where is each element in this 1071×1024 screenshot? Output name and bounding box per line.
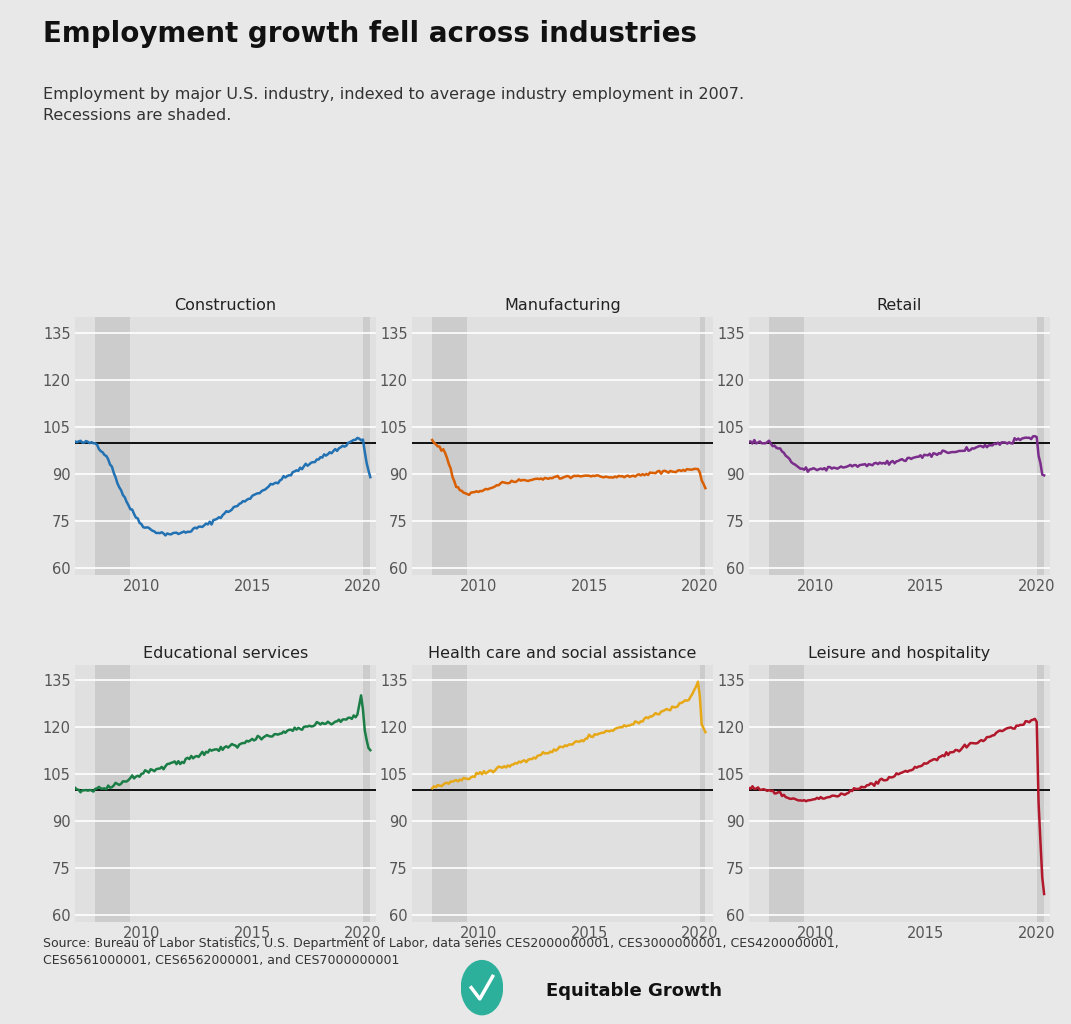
Text: Employment growth fell across industries: Employment growth fell across industries	[43, 20, 697, 48]
Title: Retail: Retail	[876, 298, 922, 313]
Bar	[433, 317, 467, 574]
Text: Employment by major U.S. industry, indexed to average industry employment in 200: Employment by major U.S. industry, index…	[43, 87, 744, 123]
Bar	[95, 665, 131, 922]
Bar	[95, 317, 131, 574]
Bar	[699, 317, 706, 574]
Text: Source: Bureau of Labor Statistics, U.S. Department of Labor, data series CES200: Source: Bureau of Labor Statistics, U.S.…	[43, 937, 839, 967]
Bar	[1037, 317, 1044, 574]
Title: Educational services: Educational services	[142, 645, 308, 660]
Bar	[769, 317, 804, 574]
Bar	[1037, 665, 1044, 922]
Title: Health care and social assistance: Health care and social assistance	[428, 645, 696, 660]
Title: Leisure and hospitality: Leisure and hospitality	[808, 645, 991, 660]
Title: Construction: Construction	[175, 298, 276, 313]
Text: Equitable Growth: Equitable Growth	[546, 982, 722, 1000]
Bar	[363, 665, 371, 922]
Title: Manufacturing: Manufacturing	[503, 298, 621, 313]
Circle shape	[462, 961, 502, 1015]
Bar	[699, 665, 706, 922]
Bar	[363, 317, 371, 574]
Bar	[769, 665, 804, 922]
Bar	[433, 665, 467, 922]
